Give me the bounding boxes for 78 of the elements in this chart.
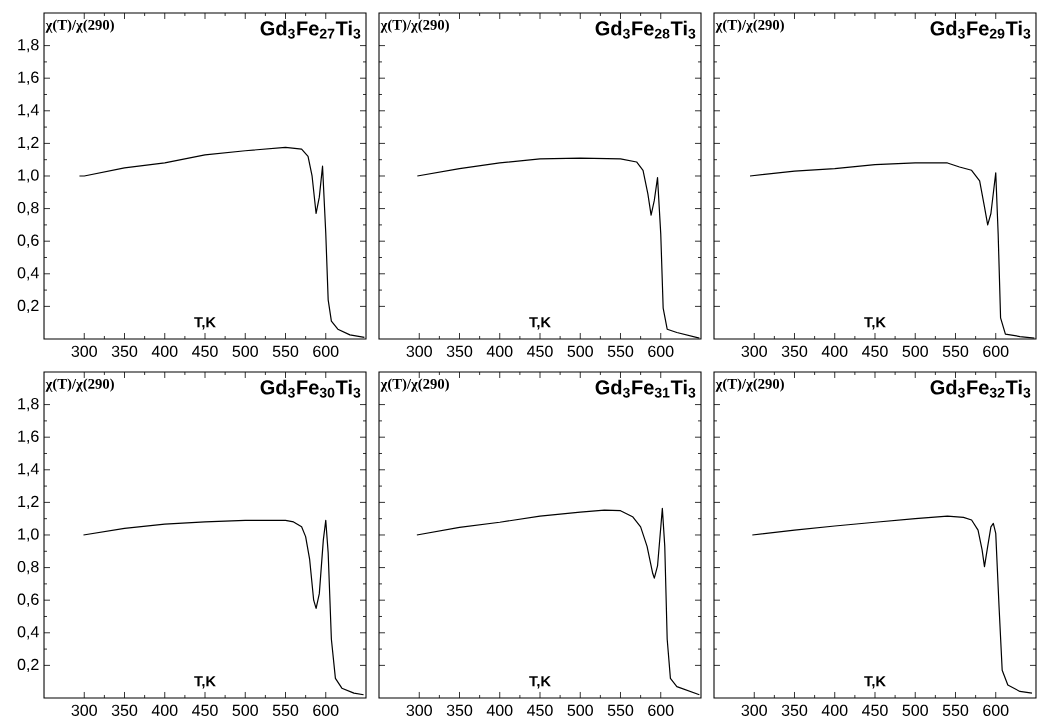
y-tick-label: 0,2 (17, 299, 39, 313)
x-tick-label: 300 (406, 345, 432, 358)
y-tick-label: 0,6 (17, 234, 39, 248)
x-axis-title: T,K (529, 676, 551, 689)
chart-title: Gd$_{3}$Fe$_{29}$Ti$_{3}$ (930, 20, 1031, 39)
x-tick-label: 350 (781, 704, 808, 717)
y-tick-label: 0,8 (17, 560, 39, 575)
x-axis-title: T,K (194, 317, 216, 330)
x-tick-label: 600 (983, 704, 1009, 717)
x-tick-label: 450 (862, 704, 888, 717)
chart-title: Gd$_{3}$Fe$_{30}$Ti$_{3}$ (260, 379, 361, 398)
y-axis-title: χ(T)/χ(290) (715, 19, 784, 33)
x-tick-label: 300 (71, 704, 97, 717)
x-tick-label: 400 (821, 704, 848, 717)
y-axis-title: χ(T)/χ(290) (45, 19, 114, 33)
y-tick-label: 1,8 (18, 38, 39, 53)
x-tick-label: 300 (741, 345, 767, 358)
y-tick-label: 0,8 (17, 201, 39, 216)
y-tick-label: 1,6 (18, 430, 39, 444)
x-tick-label: 600 (313, 704, 339, 717)
x-axis-title: T,K (529, 317, 551, 330)
x-tick-label: 500 (902, 704, 928, 717)
y-axis-title: χ(T)/χ(290) (715, 378, 784, 392)
x-axis-title: T,K (864, 317, 886, 330)
x-tick-label: 600 (983, 345, 1009, 358)
x-tick-label: 550 (942, 704, 969, 717)
x-tick-label: 500 (232, 704, 258, 717)
y-tick-label: 1,4 (18, 463, 39, 477)
y-tick-label: 0,6 (17, 593, 39, 607)
x-tick-label: 600 (648, 704, 674, 717)
x-axis-title: T,K (194, 676, 216, 689)
x-tick-label: 300 (741, 704, 767, 717)
x-tick-label: 600 (313, 345, 339, 358)
x-tick-label: 300 (406, 704, 432, 717)
chart-title: Gd$_{3}$Fe$_{32}$Ti$_{3}$ (930, 379, 1031, 398)
x-tick-label: 450 (862, 345, 888, 358)
y-tick-label: 1,2 (18, 136, 39, 150)
y-tick-label: 1,2 (18, 495, 39, 509)
y-tick-label: 1,0 (18, 169, 39, 183)
y-tick-label: 0,4 (17, 626, 39, 640)
y-tick-label: 0,2 (17, 658, 39, 672)
x-tick-label: 450 (192, 704, 218, 717)
x-tick-label: 400 (151, 345, 178, 358)
x-tick-label: 450 (527, 345, 553, 358)
y-tick-label: 1,8 (18, 397, 39, 412)
x-tick-label: 350 (111, 345, 138, 358)
y-tick-label: 0,4 (17, 267, 39, 281)
y-tick-label: 1,4 (18, 104, 39, 118)
x-tick-label: 600 (648, 345, 674, 358)
chart-title: Gd$_{3}$Fe$_{31}$Ti$_{3}$ (595, 379, 696, 398)
x-tick-label: 550 (607, 704, 634, 717)
x-tick-label: 350 (781, 345, 808, 358)
x-tick-label: 350 (111, 704, 138, 717)
x-tick-label: 400 (486, 704, 513, 717)
y-axis-title: χ(T)/χ(290) (380, 19, 449, 33)
x-tick-label: 450 (527, 704, 553, 717)
x-tick-label: 500 (902, 345, 928, 358)
y-tick-label: 1,6 (18, 71, 39, 85)
x-tick-label: 500 (567, 704, 593, 717)
x-tick-label: 550 (607, 345, 634, 358)
y-tick-label: 1,0 (18, 528, 39, 542)
x-tick-label: 550 (272, 345, 299, 358)
x-axis-title: T,K (864, 676, 886, 689)
x-tick-label: 500 (232, 345, 258, 358)
x-tick-label: 300 (71, 345, 97, 358)
x-tick-label: 350 (446, 704, 473, 717)
x-tick-label: 550 (272, 704, 299, 717)
x-tick-label: 500 (567, 345, 593, 358)
x-tick-label: 400 (151, 704, 178, 717)
x-tick-label: 450 (192, 345, 218, 358)
x-tick-label: 350 (446, 345, 473, 358)
chart-title: Gd$_{3}$Fe$_{28}$Ti$_{3}$ (595, 20, 696, 39)
chart-title: Gd$_{3}$Fe$_{27}$Ti$_{3}$ (260, 20, 361, 39)
x-tick-label: 400 (821, 345, 848, 358)
x-tick-label: 400 (486, 345, 513, 358)
y-axis-title: χ(T)/χ(290) (45, 378, 114, 392)
x-tick-label: 550 (942, 345, 969, 358)
y-axis-title: χ(T)/χ(290) (380, 378, 449, 392)
